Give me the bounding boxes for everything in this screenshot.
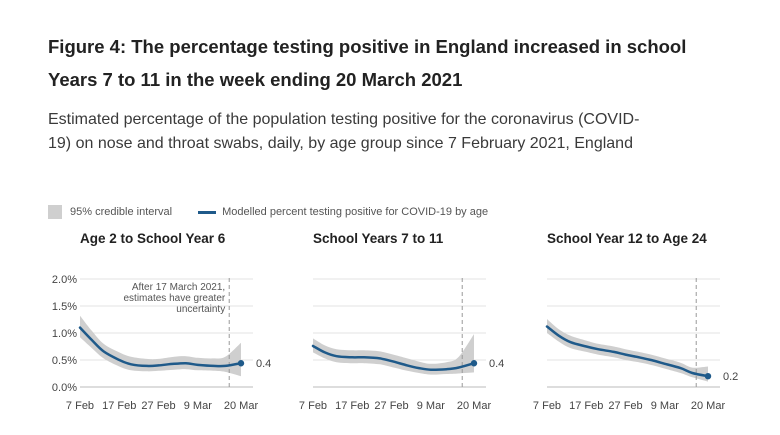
uncertainty-annotation-line-1: estimates have greater	[124, 293, 226, 304]
chart-title: Figure 4: The percentage testing positiv…	[48, 36, 687, 90]
x-tick-label-1-1: 17 Feb	[335, 400, 369, 412]
end-value-label-2: 0.2	[723, 371, 738, 383]
modelled-line-2	[545, 325, 710, 378]
x-tick-label-0-3: 9 Mar	[184, 400, 212, 412]
x-tick-label-0-0: 7 Feb	[66, 400, 94, 412]
legend-line-label: Modelled percent testing positive for CO…	[222, 206, 489, 218]
x-tick-label-1-0: 7 Feb	[299, 400, 327, 412]
end-point-2	[704, 373, 712, 380]
panel-title-years-7-to-11: School Years 7 to 11	[313, 231, 444, 246]
y-tick-label-1: 0.5%	[52, 355, 77, 367]
y-tick-label-3: 1.5%	[52, 301, 77, 313]
y-tick-label-0: 0.0%	[52, 382, 77, 394]
x-tick-label-1-2: 27 Feb	[374, 400, 408, 412]
x-tick-label-2-2: 27 Feb	[608, 400, 642, 412]
x-tick-label-2-0: 7 Feb	[533, 400, 561, 412]
x-tick-label-2-4: 20 Mar	[691, 400, 726, 412]
y-tick-label-4: 2.0%	[52, 274, 77, 286]
x-tick-label-0-2: 27 Feb	[141, 400, 175, 412]
credible-interval-band-2	[547, 318, 708, 382]
end-point-0	[237, 360, 245, 367]
modelled-line-0	[78, 326, 243, 368]
x-tick-label-2-3: 9 Mar	[651, 400, 679, 412]
modelled-line-1	[311, 344, 476, 371]
end-point-1	[470, 360, 478, 367]
panel-title-age-2-to-year-6: Age 2 to School Year 6	[80, 231, 226, 246]
chart-subtitle: Estimated percentage of the population t…	[48, 111, 640, 152]
panel-title-year-12-to-24: School Year 12 to Age 24	[547, 231, 707, 246]
legend-ci-swatch	[48, 205, 62, 219]
x-tick-label-1-3: 9 Mar	[417, 400, 445, 412]
x-tick-label-0-1: 17 Feb	[102, 400, 136, 412]
y-tick-label-2: 1.0%	[52, 328, 77, 340]
end-value-label-0: 0.4	[256, 358, 271, 370]
x-tick-label-2-1: 17 Feb	[569, 400, 603, 412]
credible-interval-band-1	[313, 334, 474, 375]
legend-line-swatch	[198, 210, 217, 214]
x-tick-label-1-4: 20 Mar	[457, 400, 492, 412]
end-value-label-1: 0.4	[489, 358, 504, 370]
legend: 95% credible interval Modelled percent t…	[48, 204, 488, 220]
legend-ci-label: 95% credible interval	[70, 206, 173, 218]
uncertainty-annotation-line-2: uncertainty	[176, 304, 225, 315]
uncertainty-annotation-line-0: After 17 March 2021,	[132, 282, 225, 293]
x-tick-label-0-4: 20 Mar	[224, 400, 259, 412]
